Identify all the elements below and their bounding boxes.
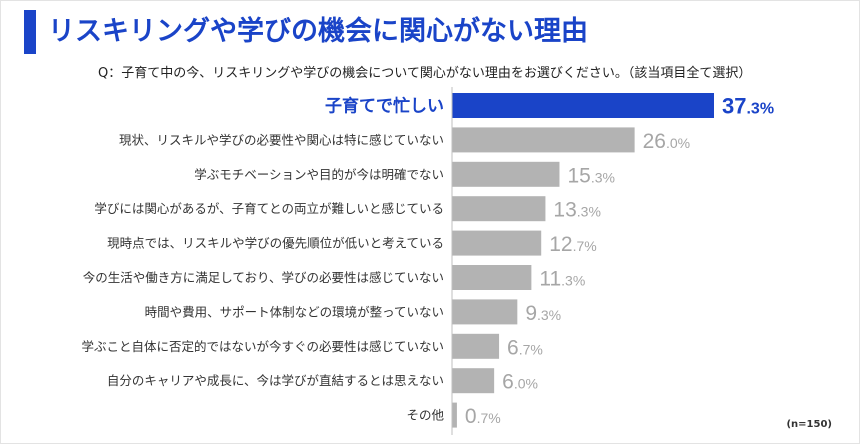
bar-8 <box>452 368 495 394</box>
value-label-8: 6.0% <box>502 371 538 394</box>
value-label-4: 12.7% <box>549 233 596 256</box>
survey-question: Q：子育て中の今、リスキリングや学びの機会について関心がない理由をお選びください… <box>98 66 752 81</box>
category-label-3: 学びには関心があるが、子育てとの両立が難しいと感じている <box>94 201 444 216</box>
category-label-2: 学ぶモチベーションや目的が今は明確でない <box>194 167 444 182</box>
category-label-7: 学ぶこと自体に否定的ではないが今すぐの必要性は感じていない <box>81 339 444 354</box>
value-label-3: 13.3% <box>553 199 600 222</box>
value-label-1: 26.0% <box>643 130 690 153</box>
page-title: リスキリングや学びの機会に関心がない理由 <box>48 16 588 47</box>
value-label-0: 37.3% <box>722 94 774 119</box>
value-label-2: 15.3% <box>567 164 614 187</box>
category-label-4: 現時点では、リスキルや学びの優先順位が低いと考えている <box>107 236 444 251</box>
bar-5 <box>452 265 532 290</box>
category-label-9: その他 <box>406 408 444 423</box>
bar-2 <box>452 161 560 187</box>
bar-7 <box>452 333 500 359</box>
category-label-0: 子育てで忙しい <box>325 96 444 117</box>
bar-0 <box>452 93 714 118</box>
bar-4 <box>452 230 542 256</box>
sample-size-note: (n=150) <box>786 419 832 430</box>
category-label-8: 自分のキャリアや成長に、今は学びが直結するとは思えない <box>107 373 444 388</box>
bar-1 <box>452 127 635 153</box>
category-label-5: 今の生活や働き方に満足しており、学びの必要性は感じていない <box>83 270 444 285</box>
value-label-5: 11.3% <box>539 268 585 291</box>
value-label-7: 6.7% <box>507 336 543 359</box>
bar-3 <box>452 196 546 222</box>
title-accent-bar <box>24 10 36 54</box>
bar-9 <box>452 402 457 428</box>
category-label-6: 時間や費用、サポート体制などの環境が整っていない <box>145 304 444 319</box>
bar-6 <box>452 299 518 325</box>
value-label-6: 9.3% <box>525 302 561 325</box>
value-label-9: 0.7% <box>465 405 501 428</box>
category-label-1: 現状、リスキルや学びの必要性や関心は特に感じていない <box>119 132 444 147</box>
